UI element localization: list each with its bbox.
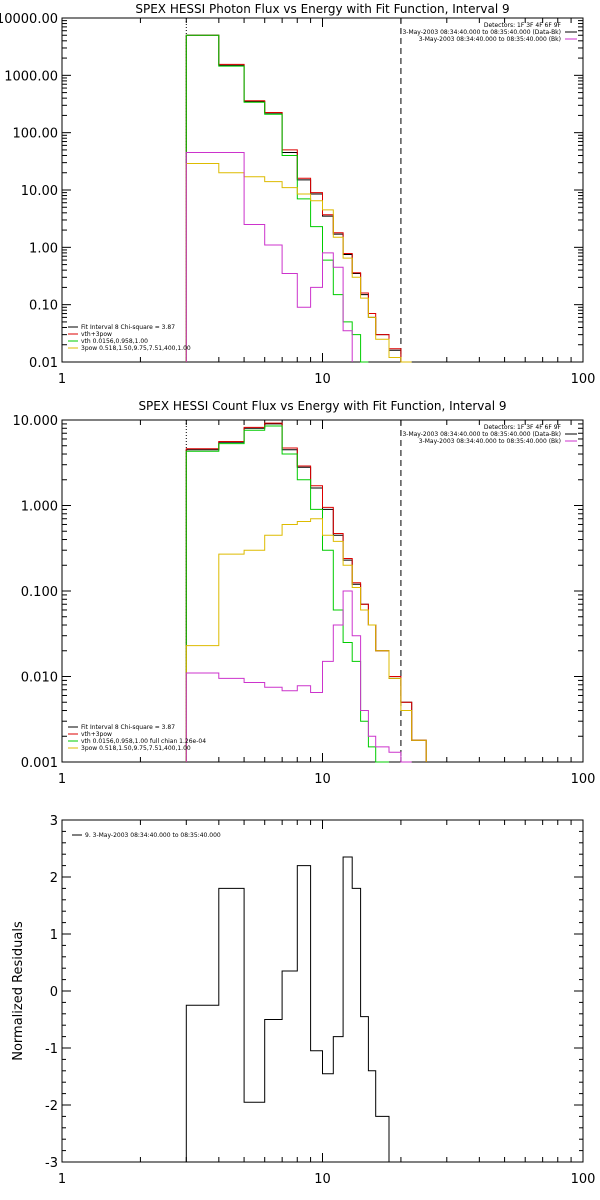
- y-tick-label: 10000.00: [0, 12, 58, 27]
- x-tick-label: 100: [571, 372, 596, 387]
- y-tick-label: 100.00: [13, 127, 59, 142]
- y-tick-label: 3: [50, 814, 58, 829]
- x-tick-label: 10: [314, 372, 331, 387]
- series-line-3: [185, 425, 389, 763]
- legend-entry: Fit Interval 8 Chi-square = 3.87: [81, 724, 175, 731]
- x-tick-label: 1: [58, 772, 66, 787]
- legend-entry: Detectors: 1F 3F 4F 6F 9F: [484, 424, 562, 431]
- x-tick-label: 10: [314, 772, 331, 787]
- y-tick-label: 10.000: [13, 414, 59, 429]
- y-tick-label: -1: [45, 1042, 58, 1057]
- legend-entry: Detectors: 1F 3F 4F 6F 9F: [484, 22, 562, 29]
- y-tick-label: 1.00: [29, 241, 58, 256]
- legend-entry: vth+3pow: [81, 731, 112, 738]
- y-tick-label: -3: [45, 1156, 58, 1171]
- y-axis-label-3: Normalized Residuals: [11, 921, 26, 1061]
- y-tick-label: 0.100: [21, 585, 58, 600]
- legend-entry: 3-May-2003 08:34:40.000 to 08:35:40.000 …: [419, 36, 561, 43]
- legend-entry: 3-May-2003 08:34:40.000 to 08:35:40.000 …: [402, 431, 561, 438]
- y-tick-label: 10.00: [21, 184, 58, 199]
- y-tick-label: 0: [50, 985, 58, 1000]
- legend-entry: 3-May-2003 08:34:40.000 to 08:35:40.000 …: [419, 438, 561, 445]
- y-tick-label: 0.01: [29, 356, 58, 371]
- legend-entry: 3pow 0.518,1.50,9.75,7.51,400,1.00: [81, 345, 191, 352]
- series-line-2: [185, 422, 427, 762]
- legend-entry: vth 0.0156,0.958,1.00 full chian 1.26e-0…: [81, 738, 206, 745]
- legend-entry: vth+3pow: [81, 331, 112, 338]
- y-tick-label: 0.001: [21, 756, 58, 771]
- x-tick-label: 100: [571, 772, 596, 787]
- chart-title-2: SPEX HESSI Count Flux vs Energy with Fit…: [138, 399, 506, 413]
- y-tick-label: 0.010: [21, 671, 58, 686]
- legend-entry: 9. 3-May-2003 08:34:40.000 to 08:35:40.0…: [85, 832, 221, 839]
- x-tick-label: 1: [58, 372, 66, 387]
- series-line-4: [185, 163, 412, 363]
- legend-entry: 3-May-2003 08:34:40.000 to 08:35:40.000 …: [402, 29, 561, 36]
- series-line-5: [185, 590, 412, 763]
- series-line-4: [185, 518, 427, 762]
- y-tick-label: 1000.00: [4, 69, 58, 84]
- y-tick-label: 2: [50, 871, 58, 886]
- y-tick-label: -2: [45, 1099, 58, 1114]
- series-line-5: [185, 152, 353, 362]
- y-tick-label: 1.000: [21, 500, 58, 515]
- x-tick-label: 10: [314, 1172, 331, 1187]
- x-tick-label: 100: [571, 1172, 596, 1187]
- legend-entry: Fit Interval 8 Chi-square = 3.87: [81, 324, 175, 331]
- chart-title-1: SPEX HESSI Photon Flux vs Energy with Fi…: [135, 2, 509, 16]
- y-tick-label: 0.10: [29, 299, 58, 314]
- series-line-1: [185, 856, 401, 1163]
- x-tick-label: 1: [58, 1172, 66, 1187]
- legend-entry: vth 0.0156,0.958,1.00: [81, 338, 148, 345]
- y-tick-label: 1: [50, 928, 58, 943]
- legend-entry: 3pow 0.518,1.50,9.75,7.51,400,1.00: [81, 745, 191, 752]
- series-line-2: [185, 34, 402, 362]
